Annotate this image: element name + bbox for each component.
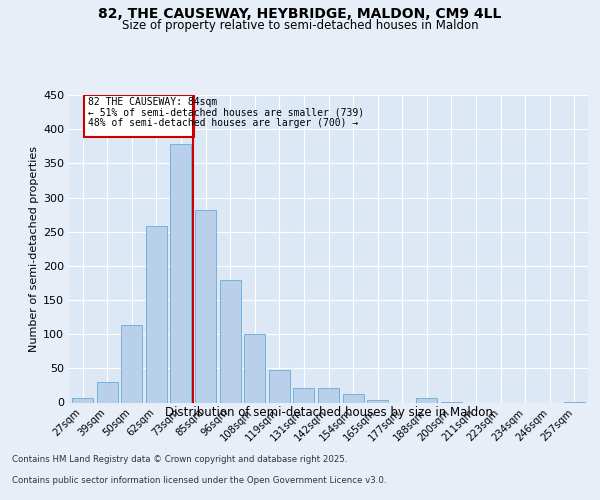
Text: Distribution of semi-detached houses by size in Maldon: Distribution of semi-detached houses by … xyxy=(165,406,493,419)
Bar xyxy=(170,144,191,403)
Text: Contains public sector information licensed under the Open Government Licence v3: Contains public sector information licen… xyxy=(12,476,386,485)
Bar xyxy=(220,280,241,402)
Text: 82 THE CAUSEWAY: 84sqm: 82 THE CAUSEWAY: 84sqm xyxy=(88,97,217,107)
Text: 82, THE CAUSEWAY, HEYBRIDGE, MALDON, CM9 4LL: 82, THE CAUSEWAY, HEYBRIDGE, MALDON, CM9… xyxy=(98,8,502,22)
Bar xyxy=(343,394,364,402)
Text: Contains HM Land Registry data © Crown copyright and database right 2025.: Contains HM Land Registry data © Crown c… xyxy=(12,455,347,464)
Bar xyxy=(269,370,290,402)
Bar xyxy=(367,400,388,402)
Bar xyxy=(85,95,194,138)
Bar xyxy=(416,398,437,402)
Text: 48% of semi-detached houses are larger (700) →: 48% of semi-detached houses are larger (… xyxy=(88,118,358,128)
Text: Size of property relative to semi-detached houses in Maldon: Size of property relative to semi-detach… xyxy=(122,19,478,32)
Text: ← 51% of semi-detached houses are smaller (739): ← 51% of semi-detached houses are smalle… xyxy=(88,108,364,118)
Bar xyxy=(318,388,339,402)
Y-axis label: Number of semi-detached properties: Number of semi-detached properties xyxy=(29,146,39,352)
Bar xyxy=(293,388,314,402)
Bar xyxy=(195,210,216,402)
Bar xyxy=(97,382,118,402)
Bar xyxy=(72,398,93,402)
Bar xyxy=(121,326,142,402)
Bar xyxy=(146,226,167,402)
Bar xyxy=(244,334,265,402)
